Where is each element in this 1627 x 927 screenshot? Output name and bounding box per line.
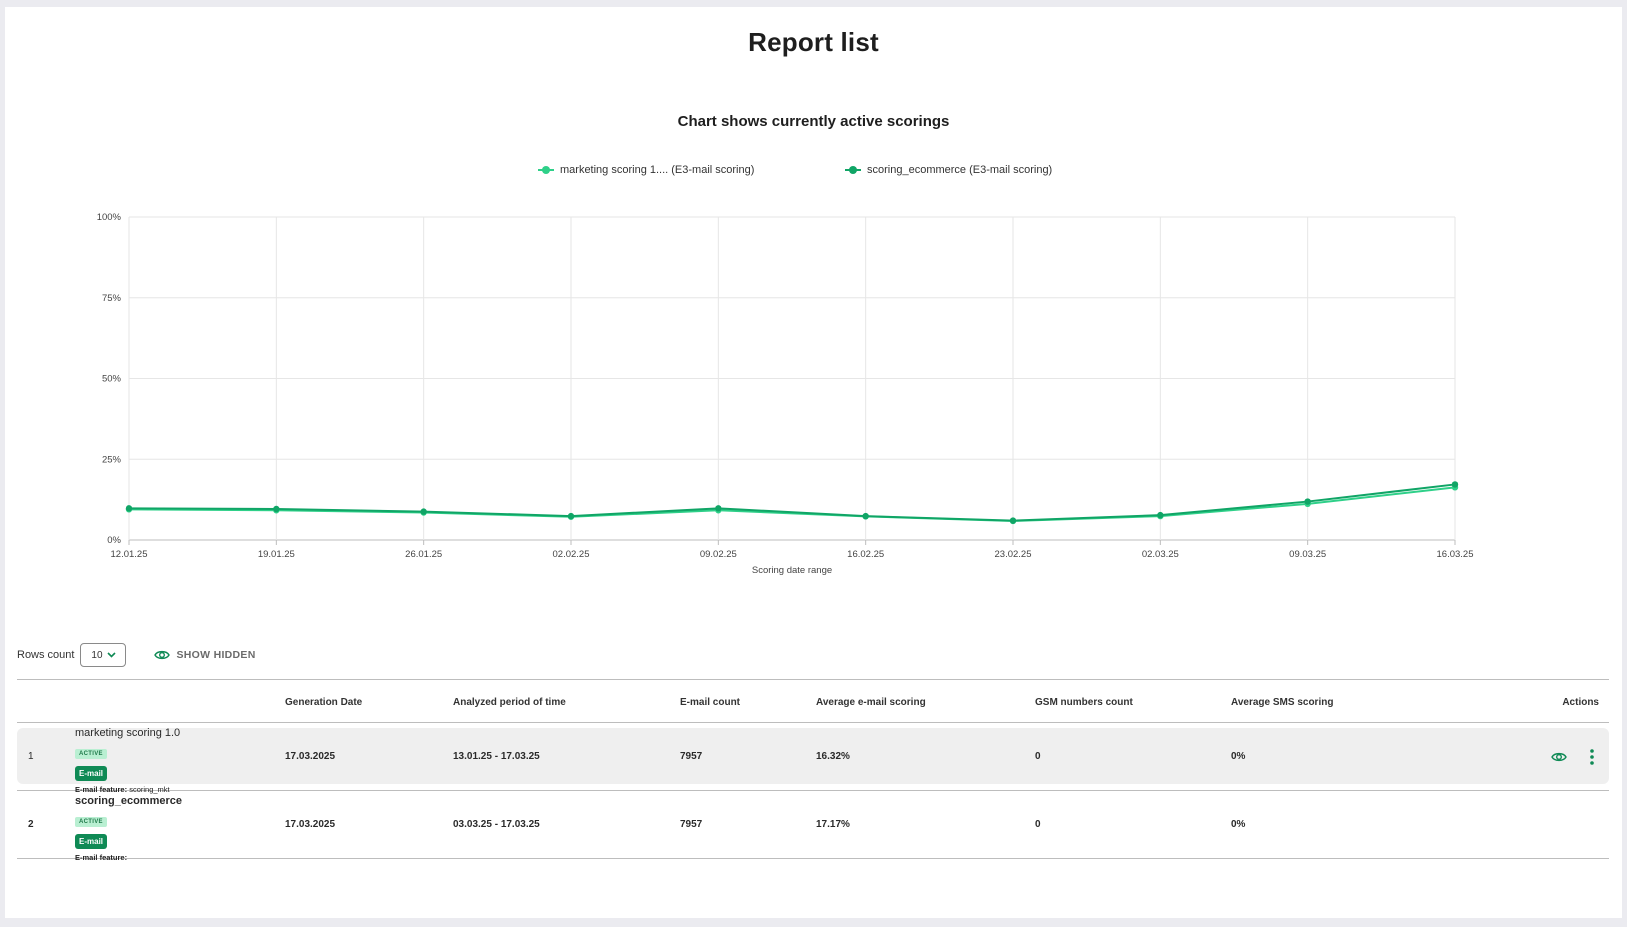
analyzed-period: 03.03.25 - 17.03.25	[453, 819, 540, 830]
header-generation-date[interactable]: Generation Date	[285, 696, 363, 708]
y-tick-label: 75%	[102, 293, 122, 304]
email-feature: E-mail feature:	[75, 853, 182, 862]
series-line-1	[128, 486, 1456, 522]
data-point-series-2	[715, 505, 722, 512]
legend-item-ecommerce[interactable]: scoring_ecommerce (E3-mail scoring)	[845, 164, 1052, 176]
data-point-series-2	[125, 505, 133, 512]
legend-swatch-marketing	[538, 165, 554, 175]
x-tick-label: 12.01.25	[111, 549, 148, 560]
average-sms-scoring: 0%	[1231, 751, 1246, 762]
gsm-count: 0	[1035, 819, 1041, 830]
show-hidden-label: SHOW HIDDEN	[176, 649, 256, 661]
report-name-cell: marketing scoring 1.0 ACTIVE E-mail E-ma…	[75, 727, 180, 794]
data-point-series-2	[273, 505, 280, 513]
x-tick-label: 23.02.25	[995, 549, 1032, 560]
chart-title: Chart shows currently active scorings	[677, 113, 950, 130]
legend-item-marketing[interactable]: marketing scoring 1.... (E3-mail scoring…	[538, 164, 754, 176]
legend-label-ecommerce: scoring_ecommerce (E3-mail scoring)	[867, 164, 1053, 176]
average-email-scoring: 17.17%	[816, 819, 850, 830]
email-feature-label: E-mail feature:	[75, 853, 128, 862]
average-email-scoring: 16.32%	[816, 751, 850, 762]
report-name[interactable]: marketing scoring 1.0	[75, 727, 181, 739]
data-point-series-2	[1304, 498, 1311, 505]
email-feature: E-mail feature: scoring_mkt	[75, 785, 180, 794]
email-feature-value: scoring_mkt	[129, 785, 170, 794]
line-chart: 0% 25% 50% 75% 100% 12.01.25 19.01.25 26.01.25 0…	[97, 212, 1474, 576]
generation-date: 17.03.2025	[285, 819, 336, 830]
more-vertical-icon[interactable]	[1589, 748, 1595, 766]
x-tick-label: 02.03.25	[1142, 549, 1179, 560]
row-index: 1	[28, 751, 34, 762]
data-point-series-2	[1157, 511, 1164, 519]
generation-date: 17.03.2025	[285, 751, 336, 762]
legend-label-marketing: marketing scoring 1.... (E3-mail scoring…	[560, 164, 755, 176]
x-axis-title: Scoring date range	[752, 565, 832, 576]
y-tick-label: 100%	[97, 212, 122, 223]
rows-count-select[interactable]: 10	[80, 643, 127, 667]
data-point-series-2	[1451, 481, 1459, 488]
series-line-2	[128, 483, 1456, 522]
rows-count-label: Rows count	[17, 649, 75, 661]
y-tick-label: 25%	[102, 454, 122, 465]
x-tick-label: 09.02.25	[700, 549, 737, 560]
show-hidden-button[interactable]: SHOW HIDDEN	[154, 649, 255, 661]
average-sms-scoring: 0%	[1231, 819, 1246, 830]
header-gsm-count[interactable]: GSM numbers count	[1035, 696, 1133, 708]
report-table: Generation Date Analyzed period of time …	[17, 679, 1609, 862]
data-point-series-2	[1009, 517, 1017, 524]
table-controls: Rows count 10 SHOW HIDDEN	[17, 643, 256, 667]
gsm-count: 0	[1035, 751, 1041, 762]
eye-icon	[154, 650, 171, 660]
x-tick-label: 09.03.25	[1289, 549, 1326, 560]
view-eye-icon[interactable]	[1551, 751, 1567, 763]
analyzed-period: 13.01.25 - 17.03.25	[453, 751, 540, 762]
x-tick-label: 19.01.25	[258, 549, 295, 560]
header-average-sms-scoring[interactable]: Average SMS scoring	[1231, 696, 1334, 708]
rows-count-value: 10	[91, 649, 103, 661]
y-tick-label: 50%	[102, 374, 122, 385]
report-name-cell: scoring_ecommerce ACTIVE E-mail E-mail f…	[75, 795, 182, 862]
email-count: 7957	[680, 751, 703, 762]
x-tick-label: 02.02.25	[553, 549, 590, 560]
status-badge: ACTIVE	[75, 749, 107, 759]
row-actions	[1551, 723, 1595, 790]
header-actions: Actions	[1562, 696, 1599, 708]
email-feature-label: E-mail feature:	[75, 785, 128, 794]
header-average-email-scoring[interactable]: Average e-mail scoring	[816, 696, 926, 708]
channel-badge: E-mail	[75, 834, 108, 849]
status-badge: ACTIVE	[75, 817, 107, 827]
x-tick-label: 26.01.25	[405, 549, 442, 560]
report-card: Report list Chart shows currently active…	[5, 7, 1622, 918]
table-row[interactable]: 1 marketing scoring 1.0 ACTIVE E-mail E-…	[17, 723, 1609, 794]
legend-swatch-ecommerce	[845, 165, 861, 175]
x-tick-label: 16.03.25	[1437, 549, 1474, 560]
header-email-count[interactable]: E-mail count	[680, 696, 741, 708]
data-point-series-2	[567, 512, 575, 520]
data-point-series-2	[420, 508, 427, 515]
table-header: Generation Date Analyzed period of time …	[17, 679, 1609, 723]
x-tick-label: 16.02.25	[847, 549, 884, 560]
row-index: 2	[28, 819, 34, 830]
data-point-series-2	[862, 512, 869, 520]
report-name[interactable]: scoring_ecommerce	[75, 795, 182, 807]
email-count: 7957	[680, 819, 703, 830]
header-analyzed-period[interactable]: Analyzed period of time	[453, 696, 566, 708]
page-title: Report list	[748, 27, 879, 57]
chevron-down-icon	[106, 652, 116, 658]
table-row[interactable]: 2 scoring_ecommerce ACTIVE E-mail E-mail…	[17, 791, 1609, 862]
chart-legend: marketing scoring 1.... (E3-mail scoring…	[5, 164, 1622, 184]
y-tick-label: 0%	[107, 535, 121, 546]
channel-badge: E-mail	[75, 766, 108, 781]
